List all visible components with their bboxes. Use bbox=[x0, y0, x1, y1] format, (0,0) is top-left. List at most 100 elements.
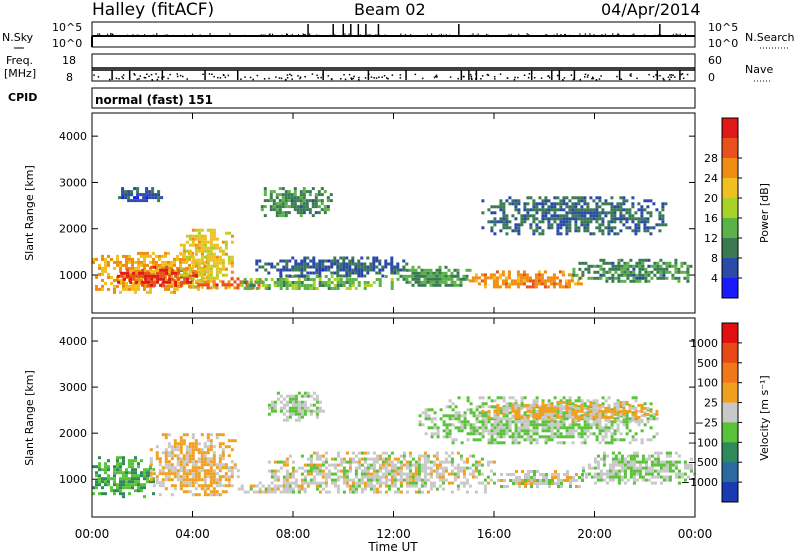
heatmap-cell bbox=[396, 457, 400, 461]
heatmap-cell bbox=[291, 490, 295, 494]
heatmap-cell bbox=[559, 399, 563, 403]
heatmap-cell bbox=[599, 469, 603, 473]
heatmap-cell bbox=[194, 243, 198, 247]
heatmap-cell bbox=[529, 214, 533, 218]
heatmap-cell bbox=[644, 460, 648, 464]
heatmap-cell bbox=[345, 469, 349, 473]
heatmap-cell bbox=[493, 399, 497, 403]
heatmap-cell bbox=[107, 468, 110, 472]
heatmap-cell bbox=[336, 484, 340, 488]
heatmap-cell bbox=[137, 263, 140, 267]
heatmap-cell bbox=[447, 460, 451, 464]
heatmap-cell bbox=[646, 217, 650, 221]
heatmap-cell bbox=[104, 281, 107, 285]
heatmap-cell bbox=[161, 469, 165, 473]
nave-dot bbox=[289, 73, 291, 76]
heatmap-cell bbox=[628, 211, 632, 215]
nave-dot bbox=[436, 76, 438, 78]
heatmap-cell bbox=[426, 271, 430, 275]
heatmap-cell bbox=[498, 273, 502, 277]
heatmap-cell bbox=[565, 217, 569, 221]
heatmap-cell bbox=[586, 229, 590, 233]
nave-dot bbox=[122, 77, 124, 80]
heatmap-cell bbox=[134, 468, 137, 472]
heatmap-cell bbox=[206, 264, 210, 268]
heatmap-cell bbox=[622, 409, 626, 413]
heatmap-cell bbox=[441, 472, 445, 476]
heatmap-cell bbox=[656, 463, 660, 467]
nave-dot bbox=[115, 77, 118, 80]
heatmap-cell bbox=[532, 429, 536, 433]
heatmap-cell bbox=[218, 463, 222, 467]
heatmap-cell bbox=[291, 394, 295, 398]
heatmap-cell bbox=[152, 468, 155, 472]
heatmap-cell bbox=[131, 284, 134, 288]
heatmap-cell bbox=[300, 415, 304, 419]
heatmap-cell bbox=[566, 479, 569, 482]
heatmap-cell bbox=[459, 469, 463, 473]
heatmap-cell bbox=[516, 270, 520, 274]
heatmap-cell bbox=[529, 412, 533, 416]
heatmap-cell bbox=[170, 463, 174, 467]
heatmap-cell bbox=[230, 466, 234, 470]
heatmap-cell bbox=[493, 405, 497, 409]
heatmap-cell bbox=[257, 283, 261, 287]
heatmap-cell bbox=[626, 261, 630, 265]
heatmap-cell bbox=[480, 279, 484, 283]
heatmap-cell bbox=[137, 462, 140, 466]
heatmap-cell bbox=[233, 463, 237, 467]
heatmap-cell bbox=[617, 472, 621, 476]
heatmap-cell bbox=[429, 460, 433, 464]
heatmap-cell bbox=[194, 261, 198, 265]
heatmap-cell bbox=[420, 274, 424, 278]
heatmap-cell bbox=[303, 394, 307, 398]
heatmap-cell bbox=[544, 415, 548, 419]
heatmap-cell bbox=[632, 463, 636, 467]
heatmap-cell bbox=[593, 460, 597, 464]
heatmap-cell bbox=[188, 270, 192, 274]
heatmap-cell bbox=[580, 441, 584, 445]
heatmap-cell bbox=[297, 274, 301, 278]
heatmap-cell bbox=[291, 287, 295, 290]
heatmap-cell bbox=[550, 409, 554, 413]
heatmap-cell bbox=[481, 435, 485, 439]
heatmap-cell bbox=[390, 287, 394, 290]
heatmap-cell bbox=[571, 441, 575, 445]
heatmap-cell bbox=[604, 435, 608, 439]
heatmap-cell bbox=[360, 268, 364, 272]
colorbar-swatch bbox=[722, 258, 738, 279]
heatmap-cell bbox=[360, 271, 364, 275]
heatmap-cell bbox=[608, 276, 612, 280]
heatmap-cell bbox=[502, 423, 506, 427]
heatmap-cell bbox=[411, 271, 415, 275]
heatmap-cell bbox=[200, 454, 204, 458]
heatmap-cell bbox=[366, 271, 370, 275]
nave-dot bbox=[592, 77, 595, 80]
nave-dot bbox=[211, 73, 213, 75]
heatmap-cell bbox=[206, 249, 210, 253]
heatmap-cell bbox=[146, 290, 149, 294]
heatmap-cell bbox=[547, 208, 551, 212]
heatmap-cell bbox=[164, 457, 168, 461]
heatmap-cell bbox=[339, 281, 343, 284]
heatmap-cell bbox=[324, 259, 328, 263]
heatmap-cell bbox=[659, 466, 663, 470]
heatmap-cell bbox=[577, 396, 581, 400]
heatmap-cell bbox=[345, 475, 349, 479]
heatmap-cell bbox=[209, 252, 213, 256]
heatmap-cell bbox=[303, 478, 307, 482]
heatmap-cell bbox=[445, 423, 449, 427]
heatmap-cell bbox=[562, 406, 566, 410]
heatmap-cell bbox=[227, 283, 231, 287]
heatmap-cell bbox=[614, 270, 618, 274]
heatmap-cell bbox=[285, 259, 289, 263]
heatmap-cell bbox=[541, 220, 545, 224]
heatmap-cell bbox=[508, 420, 512, 424]
heatmap-cell bbox=[526, 418, 530, 422]
nave-dot bbox=[600, 75, 602, 77]
heatmap-cell bbox=[150, 274, 154, 278]
heatmap-cell bbox=[320, 202, 324, 206]
nave-dot bbox=[299, 76, 302, 78]
heatmap-cell bbox=[326, 208, 330, 212]
heatmap-cell bbox=[339, 268, 343, 272]
